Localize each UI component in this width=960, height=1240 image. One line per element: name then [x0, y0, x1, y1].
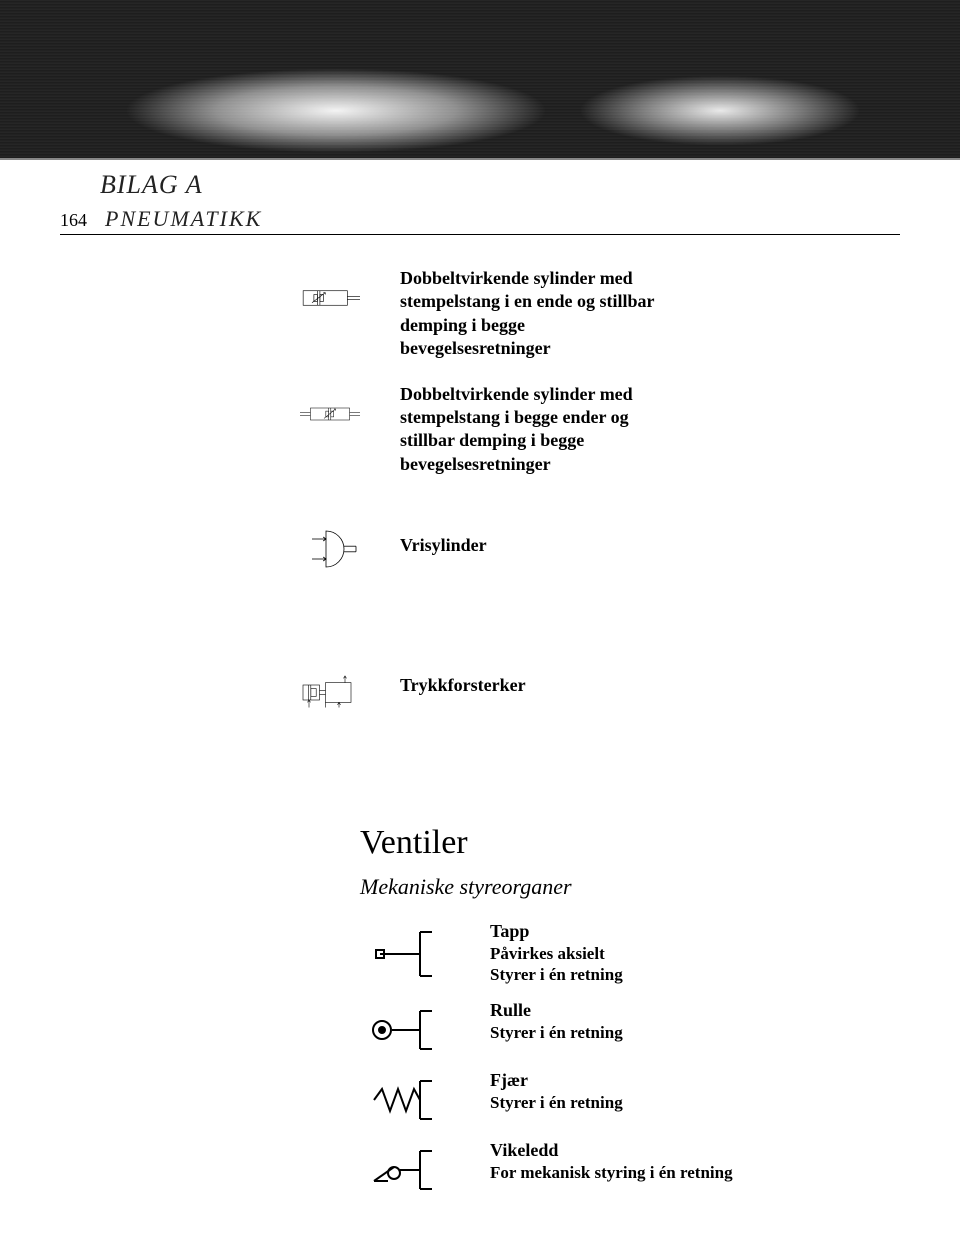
valve-rulle-sub1: Styrer i én retning: [490, 1022, 900, 1043]
handwritten-bilag: BILAG A: [100, 170, 203, 199]
desc-col-2: Dobbeltvirkende sylinder med stempelstan…: [360, 379, 900, 477]
valve-rulle-title: Rulle: [490, 999, 900, 1022]
page-content: BILAG A 164 PNEUMATIKK: [0, 160, 960, 1229]
symbol-4-desc: Trykkforsterker: [400, 674, 660, 697]
symbol-row-2: Dobbeltvirkende sylinder med stempelstan…: [60, 379, 900, 477]
valve-desc-tapp: Tapp Påvirkes aksielt Styrer i én retnin…: [480, 920, 900, 985]
symbol-row-4: Trykkforsterker: [60, 634, 900, 754]
scan-noise-band: [0, 0, 960, 160]
desc-col-4: Trykkforsterker: [360, 634, 900, 697]
symbol-2: [60, 379, 360, 449]
section-subtitle: Mekaniske styreorganer: [360, 874, 900, 900]
symbol-1: [60, 263, 360, 333]
valve-fjaer-sub1: Styrer i én retning: [490, 1092, 900, 1113]
section-title: Ventiler: [360, 824, 900, 862]
handwritten-pneumatikk: PNEUMATIKK: [105, 206, 262, 232]
valve-row-vikeledd: Vikeledd For mekanisk styring i én retni…: [370, 1139, 900, 1195]
valve-desc-rulle: Rulle Styrer i én retning: [480, 999, 900, 1043]
valve-vikeledd-sub1: For mekanisk styring i én retning: [490, 1162, 900, 1183]
valve-tapp-sub1: Påvirkes aksielt: [490, 943, 900, 964]
page-number: 164: [60, 210, 87, 231]
symbol-3-desc: Vrisylinder: [400, 534, 660, 557]
desc-col-1: Dobbeltvirkende sylinder med stempelstan…: [360, 263, 900, 361]
valve-sym-rulle: [370, 999, 480, 1055]
valve-sym-fjaer: [370, 1069, 480, 1125]
header-block: BILAG A: [100, 170, 900, 200]
valve-tapp-sub2: Styrer i én retning: [490, 964, 900, 985]
valve-desc-fjaer: Fjær Styrer i én retning: [480, 1069, 900, 1113]
valve-fjaer-title: Fjær: [490, 1069, 900, 1092]
valve-desc-vikeledd: Vikeledd For mekanisk styring i én retni…: [480, 1139, 900, 1183]
valve-row-rulle: Rulle Styrer i én retning: [370, 999, 900, 1055]
symbol-row-1: Dobbeltvirkende sylinder med stempelstan…: [60, 263, 900, 361]
symbol-4: [60, 634, 360, 754]
symbol-3: [60, 494, 360, 604]
page-header-line: 164 PNEUMATIKK: [60, 206, 900, 235]
symbol-row-3: Vrisylinder: [60, 494, 900, 604]
valve-sym-tapp: [370, 920, 480, 982]
valve-vikeledd-title: Vikeledd: [490, 1139, 900, 1162]
symbol-1-desc: Dobbeltvirkende sylinder med stempelstan…: [400, 267, 660, 361]
valve-tapp-title: Tapp: [490, 920, 900, 943]
valve-row-tapp: Tapp Påvirkes aksielt Styrer i én retnin…: [370, 920, 900, 985]
valve-row-fjaer: Fjær Styrer i én retning: [370, 1069, 900, 1125]
symbol-2-desc: Dobbeltvirkende sylinder med stempelstan…: [400, 383, 660, 477]
desc-col-3: Vrisylinder: [360, 494, 900, 557]
valve-sym-vikeledd: [370, 1139, 480, 1195]
